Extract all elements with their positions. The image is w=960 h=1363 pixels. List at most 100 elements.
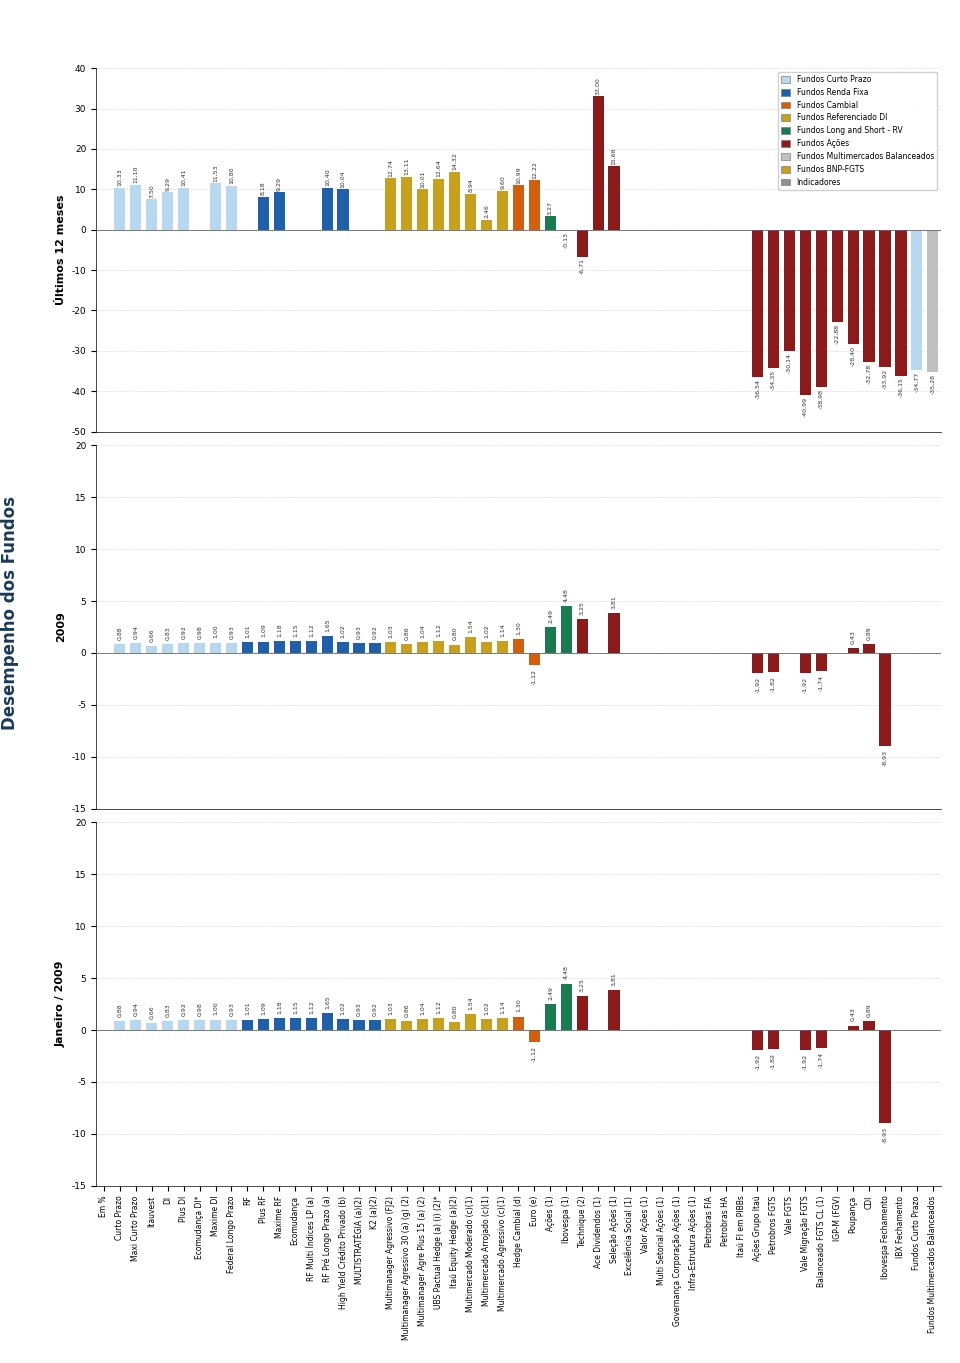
Bar xyxy=(927,230,939,372)
Text: -22,88: -22,88 xyxy=(834,323,840,343)
Text: 10,40: 10,40 xyxy=(324,169,329,187)
Bar xyxy=(370,1021,380,1030)
Bar xyxy=(226,187,237,230)
Text: 0,80: 0,80 xyxy=(452,627,457,641)
Text: 3,81: 3,81 xyxy=(612,596,616,609)
Bar xyxy=(768,653,779,672)
Bar xyxy=(114,643,126,653)
Text: 9,29: 9,29 xyxy=(276,177,282,191)
Legend: Fundos Curto Prazo, Fundos Renda Fixa, Fundos Cambial, Fundos Referenciado DI, F: Fundos Curto Prazo, Fundos Renda Fixa, F… xyxy=(779,72,937,189)
Bar xyxy=(481,1020,492,1030)
Text: 11,10: 11,10 xyxy=(133,166,138,183)
Text: 0,88: 0,88 xyxy=(117,1003,123,1017)
Text: -32,78: -32,78 xyxy=(867,364,872,384)
Text: 0,43: 0,43 xyxy=(851,1007,855,1021)
Bar xyxy=(274,1018,285,1030)
Text: 12,64: 12,64 xyxy=(436,159,442,177)
Bar xyxy=(609,166,619,230)
Bar xyxy=(353,643,365,653)
Text: 1,14: 1,14 xyxy=(500,623,505,637)
Bar xyxy=(258,1018,269,1030)
Text: 0,83: 0,83 xyxy=(165,1003,170,1017)
Bar xyxy=(179,643,189,653)
Bar xyxy=(879,1030,891,1123)
Bar xyxy=(226,1021,237,1030)
Text: 10,99: 10,99 xyxy=(516,166,521,184)
Bar xyxy=(194,1020,205,1030)
Text: 10,80: 10,80 xyxy=(229,166,234,184)
Bar xyxy=(146,1024,157,1030)
Bar xyxy=(481,642,492,653)
Bar xyxy=(592,97,604,230)
Bar xyxy=(848,230,858,345)
Bar xyxy=(210,642,221,653)
Text: 0,66: 0,66 xyxy=(150,1006,155,1020)
Bar xyxy=(497,191,508,230)
Y-axis label: Janeiro / 2009: Janeiro / 2009 xyxy=(56,961,66,1047)
Text: 0,92: 0,92 xyxy=(372,1002,377,1017)
Bar xyxy=(561,984,572,1030)
Text: 1,04: 1,04 xyxy=(420,1002,425,1015)
Bar xyxy=(752,653,763,673)
Text: 1,65: 1,65 xyxy=(324,995,329,1009)
Text: -1,12: -1,12 xyxy=(532,669,537,684)
Bar xyxy=(433,1018,444,1030)
Bar xyxy=(305,642,317,653)
Bar xyxy=(465,637,476,653)
Text: -1,74: -1,74 xyxy=(819,1052,824,1069)
Text: 2,46: 2,46 xyxy=(484,204,489,218)
Bar xyxy=(322,188,333,230)
Text: -1,92: -1,92 xyxy=(755,677,760,694)
Text: 15,68: 15,68 xyxy=(612,147,616,165)
Text: -35,28: -35,28 xyxy=(930,373,935,394)
Bar xyxy=(831,230,843,322)
Bar xyxy=(768,230,779,368)
Text: 13,11: 13,11 xyxy=(404,158,409,174)
Text: -8,93: -8,93 xyxy=(882,750,887,766)
Bar xyxy=(433,642,444,653)
Bar xyxy=(131,643,141,653)
Text: 1,03: 1,03 xyxy=(389,624,394,638)
Bar xyxy=(449,172,460,230)
Text: -1,92: -1,92 xyxy=(803,677,807,694)
Bar xyxy=(513,185,524,230)
Bar xyxy=(752,230,763,378)
Bar xyxy=(401,1021,413,1030)
Bar xyxy=(131,1021,141,1030)
Bar xyxy=(497,641,508,653)
Text: 0,86: 0,86 xyxy=(404,1003,409,1017)
Bar xyxy=(179,1021,189,1030)
Text: 0,83: 0,83 xyxy=(165,627,170,641)
Text: 2,49: 2,49 xyxy=(548,609,553,623)
Y-axis label: Últimos 12 meses: Últimos 12 meses xyxy=(56,195,66,305)
Text: 12,22: 12,22 xyxy=(532,161,537,179)
Bar xyxy=(401,643,413,653)
Text: 10,33: 10,33 xyxy=(117,169,123,187)
Text: 1,54: 1,54 xyxy=(468,996,473,1010)
Text: 7,50: 7,50 xyxy=(150,184,155,198)
Text: 1,00: 1,00 xyxy=(213,1002,218,1015)
Bar xyxy=(561,607,572,653)
Bar xyxy=(146,646,157,653)
Text: 1,12: 1,12 xyxy=(436,623,442,637)
Text: 10,04: 10,04 xyxy=(341,170,346,188)
Text: 4,48: 4,48 xyxy=(564,965,568,980)
Bar xyxy=(577,996,588,1030)
Bar xyxy=(290,1018,300,1030)
Text: 1,02: 1,02 xyxy=(341,1002,346,1015)
Text: 3,81: 3,81 xyxy=(612,973,616,987)
Bar xyxy=(385,1020,396,1030)
Text: 0,94: 0,94 xyxy=(133,1002,138,1017)
Bar xyxy=(353,1021,365,1030)
Bar xyxy=(385,642,396,653)
Text: 0,80: 0,80 xyxy=(452,1005,457,1018)
Text: 1,30: 1,30 xyxy=(516,622,521,635)
Bar xyxy=(194,643,205,653)
Text: 4,48: 4,48 xyxy=(564,589,568,602)
Text: 9,29: 9,29 xyxy=(165,177,170,191)
Bar xyxy=(577,619,588,653)
Text: -6,71: -6,71 xyxy=(580,259,585,274)
Bar xyxy=(338,189,348,230)
Text: 1,02: 1,02 xyxy=(484,624,489,638)
Bar xyxy=(322,635,333,653)
